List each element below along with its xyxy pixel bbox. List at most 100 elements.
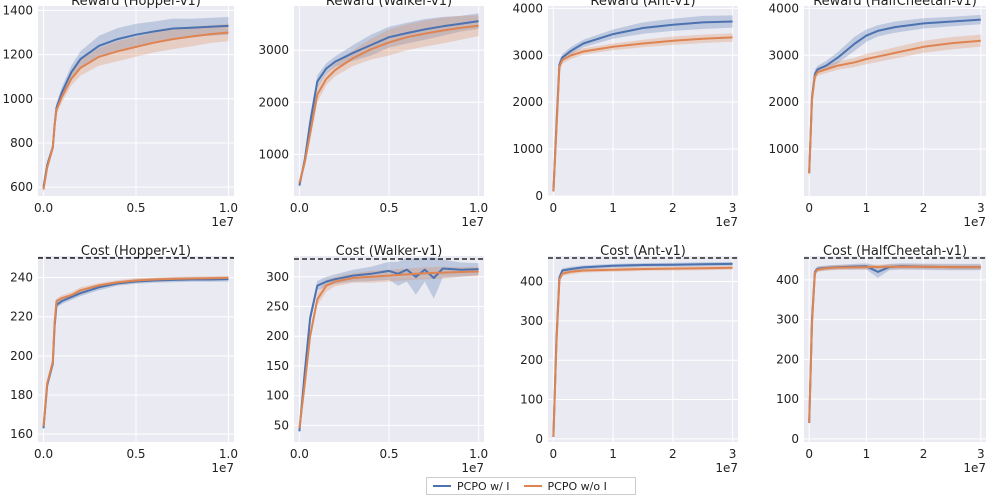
y-tick-label: 2000 xyxy=(512,95,543,109)
confidence-band-series1 xyxy=(299,257,479,435)
y-tick-label: 1400 xyxy=(2,3,33,17)
legend-swatch-series1 xyxy=(433,485,451,487)
y-tick-label: 0 xyxy=(791,432,799,446)
y-tick-label: 180 xyxy=(10,388,33,402)
y-tick-label: 200 xyxy=(266,329,289,343)
chart-title: Reward (Ant-v1) xyxy=(590,0,695,9)
y-tick-label: 160 xyxy=(10,427,33,441)
plot-content xyxy=(552,15,733,194)
y-tick-label: 2000 xyxy=(258,95,289,109)
x-tick-label: 2 xyxy=(669,201,677,215)
axis-offset-label: 1e7 xyxy=(963,461,986,475)
series-line-2 xyxy=(552,36,733,192)
legend: PCPO w/ I PCPO w/o I xyxy=(426,477,636,495)
x-tick-label: 1.0 xyxy=(219,201,238,215)
y-tick-label: 400 xyxy=(776,273,799,287)
plot-area xyxy=(804,256,986,442)
confidence-band-series2 xyxy=(43,23,229,194)
y-tick-label: 200 xyxy=(10,349,33,363)
x-tick-label: 3 xyxy=(977,447,985,461)
series-line-2 xyxy=(42,276,229,427)
series-line-1 xyxy=(298,20,479,186)
x-tick-label: 1 xyxy=(863,447,871,461)
plot-content xyxy=(298,13,479,189)
y-tick-label: 2000 xyxy=(768,95,799,109)
y-tick-label: 250 xyxy=(266,300,289,314)
y-tick-label: 1200 xyxy=(2,48,33,62)
x-tick-label: 2 xyxy=(920,201,928,215)
x-tick-label: 2 xyxy=(669,447,677,461)
confidence-band-series1 xyxy=(43,17,229,192)
y-tick-label: 240 xyxy=(10,271,33,285)
x-tick-label: 3 xyxy=(729,201,737,215)
y-tick-label: 200 xyxy=(776,352,799,366)
y-tick-label: 200 xyxy=(520,353,543,367)
y-tick-label: 0 xyxy=(535,432,543,446)
axis-offset-label: 1e7 xyxy=(211,461,234,475)
legend-label-series2: PCPO w/o I xyxy=(547,479,607,493)
x-tick-label: 1 xyxy=(609,201,617,215)
legend-swatch-series2 xyxy=(523,485,542,487)
plot-content xyxy=(552,261,733,439)
y-tick-label: 600 xyxy=(10,180,33,194)
chart-title: Reward (Hopper-v1) xyxy=(71,0,201,9)
x-tick-label: 2 xyxy=(920,447,928,461)
series-line-2 xyxy=(552,266,733,437)
x-tick-label: 0 xyxy=(805,201,813,215)
series-line-2 xyxy=(42,31,229,190)
y-tick-label: 400 xyxy=(520,275,543,289)
x-tick-label: 0.5 xyxy=(126,201,145,215)
y-tick-label: 4000 xyxy=(768,1,799,15)
axis-offset-label: 1e7 xyxy=(715,461,738,475)
series-line-1 xyxy=(298,267,479,432)
x-tick-label: 0.0 xyxy=(290,447,309,461)
y-tick-label: 150 xyxy=(266,359,289,373)
y-tick-label: 220 xyxy=(10,310,33,324)
plot-content xyxy=(808,263,981,425)
y-tick-label: 800 xyxy=(10,136,33,150)
plot-content xyxy=(42,276,229,431)
series-line-2 xyxy=(808,265,981,423)
plot-content xyxy=(808,14,981,179)
x-tick-label: 0 xyxy=(550,447,558,461)
y-tick-label: 100 xyxy=(776,392,799,406)
y-tick-label: 1000 xyxy=(512,142,543,156)
y-tick-label: 3000 xyxy=(512,48,543,62)
chart-title: Cost (Walker-v1) xyxy=(336,244,443,259)
x-tick-label: 1.0 xyxy=(219,447,238,461)
series-line-1 xyxy=(808,18,981,173)
y-tick-label: 300 xyxy=(520,314,543,328)
x-tick-label: 1.0 xyxy=(469,447,488,461)
y-tick-label: 50 xyxy=(274,418,289,432)
x-tick-label: 0.0 xyxy=(34,447,53,461)
y-tick-label: 300 xyxy=(266,270,289,284)
axis-offset-label: 1e7 xyxy=(461,461,484,475)
chart-title: Cost (HalfCheetah-v1) xyxy=(823,244,967,259)
x-tick-label: 0.5 xyxy=(126,447,145,461)
chart-title: Cost (Ant-v1) xyxy=(600,244,686,259)
x-tick-label: 3 xyxy=(977,201,985,215)
x-tick-label: 0 xyxy=(805,447,813,461)
x-tick-label: 3 xyxy=(729,447,737,461)
legend-item-series2: PCPO w/o I xyxy=(523,479,607,493)
plot-content xyxy=(42,17,229,194)
y-tick-label: 3000 xyxy=(768,48,799,62)
y-tick-label: 100 xyxy=(520,393,543,407)
x-tick-label: 1 xyxy=(609,447,617,461)
x-tick-label: 0.5 xyxy=(379,201,398,215)
axis-offset-label: 1e7 xyxy=(715,215,738,229)
x-tick-label: 0.0 xyxy=(290,201,309,215)
y-tick-label: 1000 xyxy=(2,92,33,106)
y-tick-label: 1000 xyxy=(258,147,289,161)
x-tick-label: 0.5 xyxy=(379,447,398,461)
axis-offset-label: 1e7 xyxy=(963,215,986,229)
series-line-2 xyxy=(298,270,479,429)
series-line-2 xyxy=(298,24,479,184)
series-line-2 xyxy=(808,39,981,174)
axis-offset-label: 1e7 xyxy=(461,215,484,229)
